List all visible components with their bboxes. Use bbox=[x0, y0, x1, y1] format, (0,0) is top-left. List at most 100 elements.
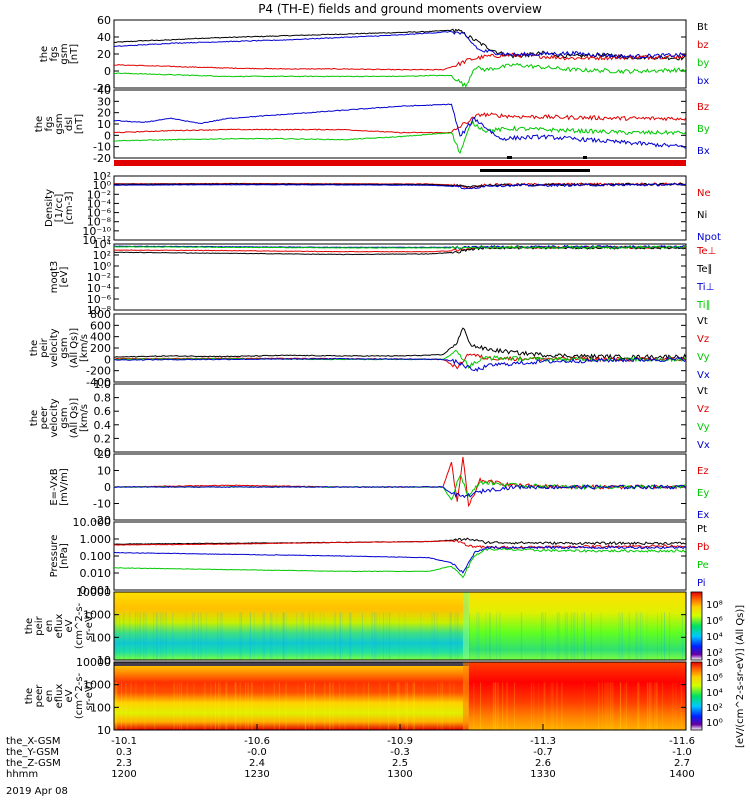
y-tick-label: -20 bbox=[93, 514, 111, 527]
y-axis-label: dsl bbox=[64, 117, 75, 131]
series-Ti∥ bbox=[113, 245, 687, 250]
x-row-value: 1400 bbox=[669, 769, 694, 780]
y-tick-label: 20 bbox=[97, 48, 111, 61]
y-tick-label: 10⁻⁴ bbox=[87, 282, 112, 295]
legend-Bz: Bz bbox=[697, 102, 709, 113]
y-tick-label: 10⁻⁸ bbox=[87, 216, 112, 229]
y-tick-label: 400 bbox=[90, 331, 111, 344]
y-axis-label: eV bbox=[64, 689, 75, 702]
series-Ex bbox=[113, 483, 687, 499]
legend-Vy: Vy bbox=[697, 422, 710, 433]
y-axis-label: gsm bbox=[54, 113, 65, 134]
y-tick-label: 0 bbox=[104, 129, 111, 142]
y-axis-label: fgs bbox=[44, 116, 55, 131]
y-tick-label: 10.000 bbox=[73, 516, 112, 529]
y-axis-label: peir bbox=[34, 615, 45, 635]
legend-Bt: Bt bbox=[697, 22, 708, 33]
y-tick-label: 10² bbox=[93, 170, 111, 183]
x-row-value: -10.9 bbox=[387, 736, 413, 747]
y-axis-label: en bbox=[44, 620, 55, 633]
panel-6: 1.00.80.60.40.20.0 the peer velocity gsm (All… bbox=[29, 378, 710, 459]
y-tick-label: 200 bbox=[90, 342, 111, 355]
panel-8: 10.000 1.000 0.100 0.010 0.001 Pressure [nPa] P… bbox=[49, 516, 709, 597]
legend-Ey: Ey bbox=[697, 488, 709, 499]
y-axis-label: eflux bbox=[54, 684, 65, 709]
y-tick-label: -10 bbox=[93, 498, 111, 511]
y-axis-label: E=-VxB bbox=[49, 468, 60, 505]
y-axis-label: en bbox=[44, 690, 55, 703]
legend-Ne: Ne bbox=[697, 188, 711, 199]
y-axis-label: [nT] bbox=[69, 44, 80, 64]
y-axis-label: the bbox=[29, 410, 40, 426]
legend-Pi: Pi bbox=[697, 578, 706, 589]
legend-Ti∥: Ti∥ bbox=[696, 300, 711, 311]
x-row-value: 1230 bbox=[244, 769, 269, 780]
y-axis-label: gsm bbox=[59, 43, 70, 64]
legend-Te∥: Te∥ bbox=[696, 264, 713, 275]
x-row-label: the_X-GSM bbox=[6, 736, 60, 747]
y-tick-label: 20 bbox=[97, 448, 111, 461]
y-axis-label: (cm^2-s- bbox=[74, 672, 85, 719]
legend-Vz: Vz bbox=[697, 404, 709, 415]
legend-Ni: Ni bbox=[697, 210, 707, 221]
legend-Vx: Vx bbox=[697, 440, 710, 451]
legend-Vx: Vx bbox=[697, 370, 710, 381]
y-axis-label: [nT] bbox=[74, 114, 85, 134]
y-tick-label: 40 bbox=[97, 31, 111, 44]
x-row-value: -0.7 bbox=[533, 747, 553, 758]
y-tick-label: -400 bbox=[86, 376, 111, 389]
panel-1: 60 40 20 0 -20 the fgs gsm [nT] Bt bz by bx bbox=[39, 14, 709, 95]
legend-Npot: Npot bbox=[697, 232, 721, 243]
y-tick-label: 0 bbox=[104, 65, 111, 78]
y-axis-label: [nPa] bbox=[59, 543, 70, 569]
legend-Pt: Pt bbox=[697, 524, 707, 535]
y-tick-label: 10⁻⁶ bbox=[87, 207, 112, 220]
y-axis-label: sr-eV) bbox=[84, 681, 95, 710]
panel-frame bbox=[113, 89, 687, 159]
y-tick-label: 0.010 bbox=[80, 567, 112, 580]
legend-Vy: Vy bbox=[697, 352, 710, 363]
y-axis-label: velocity bbox=[49, 328, 60, 367]
y-axis-label: the bbox=[34, 116, 45, 132]
legend-bz: bz bbox=[697, 40, 709, 51]
y-tick-label: 10⁻⁶ bbox=[87, 293, 112, 306]
panel-9: 10000 1000 100 10 the peir en eflux eV (cm^2-s-sr… bbox=[24, 586, 687, 667]
y-axis-label: [cm-3] bbox=[64, 191, 75, 224]
y-axis-label: (cm^2-s- bbox=[74, 602, 85, 649]
y-axis-label: Density bbox=[44, 189, 55, 227]
y-tick-label: 0.6 bbox=[94, 405, 112, 418]
y-tick-label: 10 bbox=[97, 465, 111, 478]
y-tick-label: 100 bbox=[90, 631, 111, 644]
y-tick-label: 10² bbox=[93, 249, 111, 262]
colorbar-tick: 10⁶ bbox=[706, 616, 723, 627]
y-axis-label: the bbox=[24, 618, 35, 634]
y-tick-label: 10 bbox=[97, 724, 111, 737]
panel-frame bbox=[113, 175, 687, 241]
series-Bz bbox=[114, 112, 687, 134]
y-tick-label: -20 bbox=[93, 152, 111, 165]
y-tick-label: 1000 bbox=[83, 609, 111, 622]
y-tick-label: 0.4 bbox=[94, 419, 112, 432]
y-tick-label: 10⁰ bbox=[93, 260, 112, 273]
series-Vx bbox=[113, 356, 687, 372]
figure-title: P4 (TH-E) fields and ground moments over… bbox=[258, 2, 542, 16]
panel-7: 20 10 0 -10 -20 E=-VxB [mV/m] Ez Ey Ex bbox=[49, 448, 709, 527]
y-axis-label: [eV] bbox=[59, 267, 70, 288]
legend-bx: bx bbox=[697, 76, 709, 87]
spectrogram-9 bbox=[114, 592, 686, 660]
x-row-value: 2.4 bbox=[249, 758, 265, 769]
legend-by: by bbox=[697, 58, 709, 69]
y-tick-label: 0.100 bbox=[80, 550, 112, 563]
y-tick-label: 0.001 bbox=[80, 584, 112, 597]
colorbar-label: [eV/(cm^2-s-sr-eV)] (All Qs)] bbox=[735, 605, 746, 748]
colorbar-tick: 10² bbox=[706, 648, 723, 659]
date-label: 2019 Apr 08 bbox=[6, 786, 68, 797]
x-row-label: the_Z-GSM bbox=[6, 758, 61, 769]
panel-frame bbox=[113, 521, 687, 591]
spectrogram-left bbox=[114, 662, 469, 730]
x-row-value: 2.5 bbox=[392, 758, 408, 769]
legend-Vz: Vz bbox=[697, 334, 709, 345]
series-By bbox=[113, 119, 687, 155]
